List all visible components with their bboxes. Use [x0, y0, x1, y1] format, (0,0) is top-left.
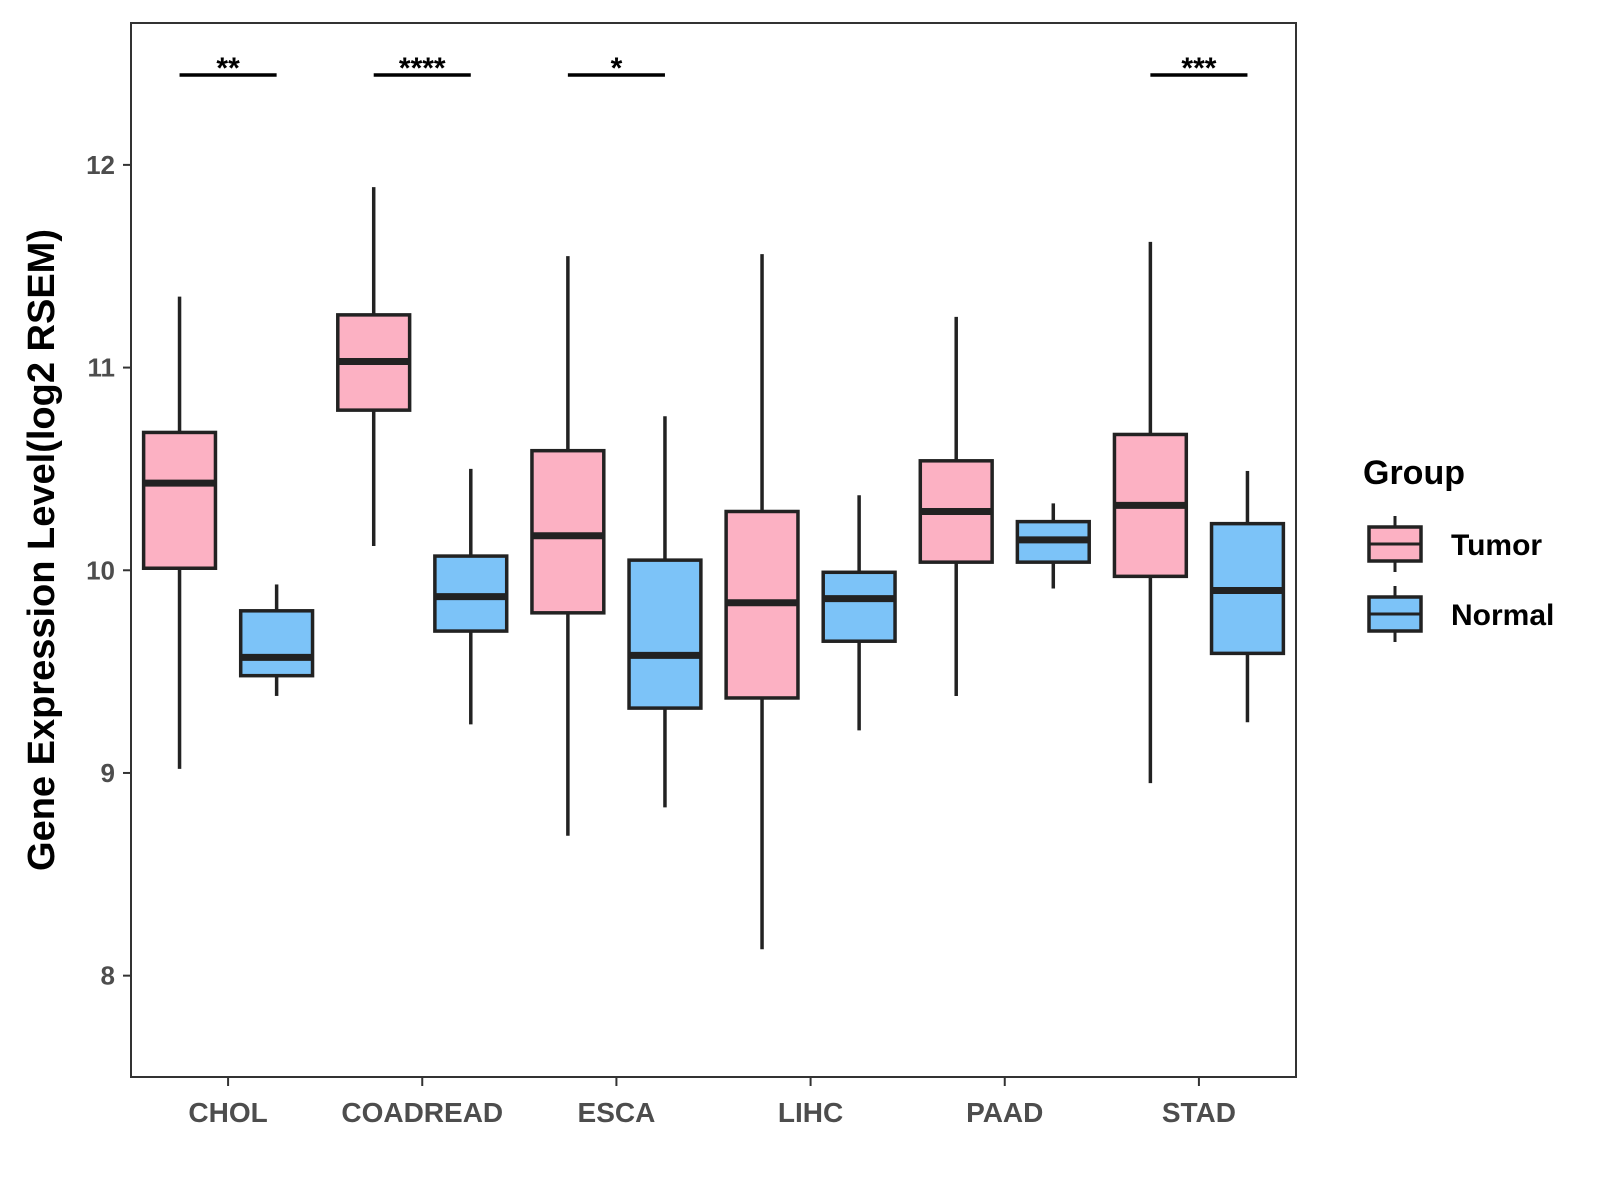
box-normal-chol	[238, 584, 315, 696]
plot-panel	[130, 22, 1297, 1078]
box-tumor-coadread	[336, 187, 412, 546]
y-tick-label: 10	[86, 555, 115, 585]
y-tick-label: 9	[101, 758, 115, 788]
significance-label: ***	[1181, 52, 1216, 85]
x-tick-label: COADREAD	[341, 1097, 503, 1128]
box-tumor-lihc	[724, 254, 800, 950]
legend-title: Group	[1363, 454, 1465, 492]
box-tumor-esca	[530, 256, 606, 836]
x-tick-label: CHOL	[188, 1097, 267, 1128]
boxes-layer	[141, 187, 1286, 950]
significance-layer: ** **** * ***	[179, 52, 1248, 85]
y-tick-label: 12	[86, 150, 115, 180]
significance-label: **	[216, 52, 240, 85]
legend-label: Tumor	[1451, 529, 1542, 562]
x-tick-label: LIHC	[778, 1097, 843, 1128]
legend-item-tumor: Tumor	[1367, 516, 1542, 572]
box-normal-stad	[1209, 470, 1286, 723]
x-tick-label: PAAD	[966, 1097, 1043, 1128]
box-body	[530, 448, 606, 615]
box-normal-lihc	[821, 495, 897, 731]
box-tumor-stad	[1112, 241, 1189, 784]
legend-item-normal: Normal	[1367, 586, 1554, 642]
box-body	[627, 558, 703, 710]
significance-label: *	[611, 52, 623, 85]
significance-label: ****	[399, 52, 446, 85]
y-axis: 8 9 10 11 12	[86, 150, 131, 991]
legend-label: Normal	[1451, 599, 1554, 632]
y-tick-label: 11	[88, 353, 116, 383]
legend: Group Tumor Normal	[1363, 454, 1554, 642]
x-axis: CHOL COADREAD ESCA LIHC PAAD STAD	[188, 1077, 1236, 1128]
box-tumor-paad	[918, 316, 994, 696]
box-body	[141, 430, 218, 570]
y-axis-title: Gene Expression Level(log2 RSEM)	[21, 229, 63, 871]
x-tick-label: STAD	[1162, 1097, 1236, 1128]
box-normal-esca	[627, 416, 703, 808]
y-tick-label: 8	[101, 961, 115, 991]
box-body	[821, 570, 897, 643]
box-tumor-chol	[141, 296, 218, 769]
box-normal-paad	[1015, 503, 1091, 589]
x-tick-label: ESCA	[578, 1097, 656, 1128]
box-body	[238, 609, 315, 678]
box-normal-coadread	[433, 468, 509, 725]
